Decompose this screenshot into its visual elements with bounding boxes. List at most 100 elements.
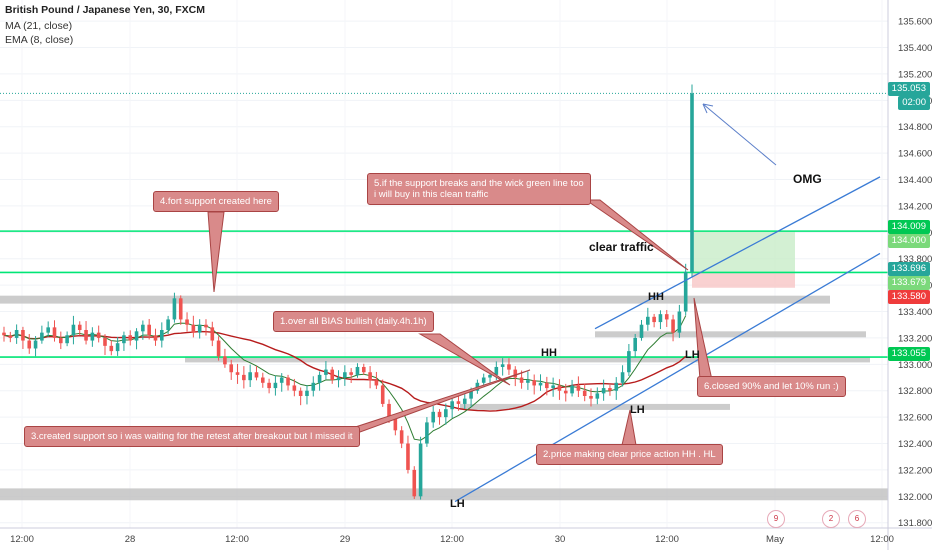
- candle-body: [690, 93, 694, 272]
- support-zones: [0, 295, 888, 501]
- candle-body: [52, 327, 57, 338]
- candle-body: [450, 401, 454, 410]
- candle-body: [658, 314, 663, 323]
- candle-body: [664, 314, 669, 320]
- x-tick-label: 12:00: [440, 534, 464, 545]
- y-tick-label: 133.000: [898, 360, 932, 371]
- candle-body: [172, 298, 177, 320]
- candle-body: [317, 374, 322, 383]
- candle-body: [343, 372, 347, 378]
- candle-body: [96, 332, 101, 338]
- y-tick-label: 135.200: [898, 69, 932, 80]
- candle-body: [128, 335, 133, 341]
- candle-body: [462, 398, 467, 404]
- candle-body: [349, 372, 353, 375]
- candle-body: [153, 335, 158, 341]
- candle-body: [551, 385, 555, 389]
- candle-body: [178, 298, 183, 320]
- candle-body: [109, 345, 114, 352]
- reaction-icon-2[interactable]: 2: [822, 510, 840, 528]
- y-tick-label: 135.400: [898, 43, 932, 54]
- y-tick-label: 132.000: [898, 492, 932, 503]
- reaction-icon-1[interactable]: 9: [767, 510, 785, 528]
- ma-indicator-label[interactable]: MA (21, close): [5, 20, 73, 32]
- candle-body: [147, 324, 151, 336]
- y-tick-label: 133.200: [898, 333, 932, 344]
- candle-body: [589, 396, 593, 399]
- ema-indicator-label[interactable]: EMA (8, close): [5, 34, 74, 46]
- y-tick-label: 132.200: [898, 465, 932, 476]
- candle-body: [134, 331, 139, 341]
- candle-body: [2, 332, 6, 336]
- price-tag-entry: 133.679: [887, 276, 930, 290]
- candle-body: [570, 385, 574, 394]
- note-price-action[interactable]: 2.price making clear price action HH . H…: [536, 444, 723, 465]
- chart-title: British Pound / Japanese Yen, 30, FXCM: [5, 4, 205, 16]
- candle-body: [14, 330, 19, 338]
- profit-zone: [692, 231, 795, 273]
- x-tick-label: 28: [125, 534, 136, 545]
- note-bias-bullish[interactable]: 1.over all BIAS bullish (daily.4h.1h): [273, 311, 434, 332]
- reaction-icon-3[interactable]: 6: [848, 510, 866, 528]
- candle-body: [115, 343, 120, 352]
- callout-pointer: [584, 199, 689, 271]
- price-tag-target: 134.000: [887, 234, 930, 248]
- candle-body: [368, 372, 372, 381]
- candle-body: [242, 374, 246, 381]
- x-tick-label: 12:00: [225, 534, 249, 545]
- note-created-support[interactable]: 3.created support so i was waiting for t…: [24, 426, 360, 447]
- candle-body: [267, 382, 271, 389]
- reaction-count-2: 2: [828, 514, 834, 523]
- support-zone: [0, 488, 888, 501]
- candle-body: [671, 319, 675, 333]
- note-fort-support[interactable]: 4.fort support created here: [153, 191, 279, 212]
- label-lh-3: LH: [450, 498, 465, 510]
- candle-body: [355, 366, 360, 375]
- candle-body: [545, 382, 549, 389]
- candle-body: [456, 401, 461, 404]
- price-tag-support-line: 133.055: [887, 347, 930, 361]
- support-zone: [595, 331, 866, 338]
- candle-body: [8, 335, 13, 338]
- channel-line: [454, 252, 881, 503]
- y-tick-label: 133.800: [898, 254, 932, 265]
- candle-body: [406, 443, 410, 470]
- candle-body: [652, 316, 656, 323]
- candle-body: [46, 327, 50, 333]
- y-tick-label: 133.400: [898, 307, 932, 318]
- candle-body: [286, 377, 290, 386]
- candle-body: [513, 369, 518, 378]
- price-tag-current: 135.053: [887, 82, 930, 96]
- reaction-count-3: 6: [854, 514, 860, 523]
- y-tick-label: 135.600: [898, 17, 932, 28]
- stop-zone: [692, 272, 795, 288]
- y-tick-label: 134.800: [898, 122, 932, 133]
- candle-body: [418, 443, 423, 497]
- candle-body: [90, 332, 95, 341]
- candle-body: [519, 377, 524, 383]
- candle-body: [273, 382, 278, 389]
- support-zone: [185, 356, 870, 363]
- candle-body: [305, 390, 309, 396]
- candle-body: [279, 377, 284, 383]
- candle-body: [298, 390, 303, 396]
- candle-body: [27, 340, 32, 349]
- candle-body: [103, 337, 107, 346]
- time-axis: 12:00 28 12:00 29 12:00 30 12:00 May 12:00: [0, 527, 932, 545]
- candle-body: [185, 319, 189, 325]
- candle-body: [260, 377, 265, 383]
- candle-body: [488, 374, 492, 378]
- y-tick-label: 134.400: [898, 175, 932, 186]
- candle-body: [399, 430, 404, 444]
- price-tag-entry-line: 133.696: [887, 262, 930, 276]
- label-lh-2: LH: [630, 404, 645, 416]
- callout-pointers: [207, 199, 713, 446]
- note-support-breaks[interactable]: 5.if the support breaks and the wick gre…: [367, 173, 591, 205]
- candle-body: [494, 366, 499, 375]
- note-closed-90[interactable]: 6.closed 90% and let 10% run :): [697, 376, 846, 397]
- candle-body: [557, 385, 562, 391]
- label-hh-2: HH: [541, 347, 557, 359]
- candle-body: [166, 319, 170, 330]
- position-box: [692, 231, 795, 288]
